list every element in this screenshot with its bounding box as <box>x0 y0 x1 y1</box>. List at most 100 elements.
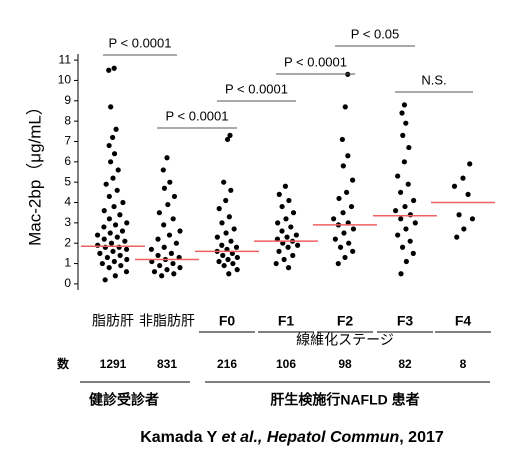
data-point <box>110 175 116 181</box>
data-point <box>111 203 117 210</box>
x-tick-label: F2 <box>337 313 354 329</box>
x-tick-label: F4 <box>455 313 472 329</box>
data-point <box>113 126 119 132</box>
data-point <box>340 163 346 169</box>
data-point <box>340 210 346 216</box>
data-point <box>114 234 120 240</box>
data-point <box>226 271 232 277</box>
data-point <box>214 234 220 240</box>
data-point <box>234 254 240 261</box>
data-point <box>335 260 341 267</box>
data-point <box>407 212 414 218</box>
data-point <box>410 197 417 204</box>
data-point <box>94 232 101 238</box>
data-point <box>397 189 404 195</box>
data-point <box>392 208 399 214</box>
data-point <box>118 262 124 269</box>
data-point <box>216 206 222 212</box>
citation-part: et al., <box>221 429 262 446</box>
data-point <box>279 203 285 210</box>
data-point <box>122 238 128 244</box>
data-point <box>283 216 289 222</box>
data-point <box>469 216 476 222</box>
data-point <box>173 240 179 246</box>
data-point <box>412 220 418 226</box>
y-tick-label: 7 <box>64 134 71 148</box>
group-label: 健診受診者 <box>89 392 159 408</box>
data-point <box>405 181 411 187</box>
data-point <box>228 187 234 193</box>
data-point <box>171 193 178 200</box>
data-point <box>281 256 287 263</box>
y-tick-label: 4 <box>64 195 71 209</box>
count: 1291 <box>100 357 127 371</box>
data-point <box>166 232 173 238</box>
data-point <box>402 203 408 210</box>
data-point <box>273 260 279 267</box>
y-tick-label: 10 <box>58 73 72 87</box>
data-point <box>230 260 236 267</box>
data-point <box>293 232 299 238</box>
data-point <box>226 214 232 220</box>
data-point <box>410 250 416 256</box>
x-axis-title: 線維化ステージ <box>296 332 394 348</box>
data-point <box>219 220 225 226</box>
data-point <box>295 242 301 248</box>
data-point <box>285 244 291 250</box>
data-point <box>161 185 168 191</box>
data-point <box>112 222 119 228</box>
data-point <box>111 258 117 265</box>
data-point <box>111 65 117 71</box>
data-point <box>344 189 350 195</box>
data-point <box>106 67 112 73</box>
data-point <box>167 179 173 185</box>
data-point <box>148 246 155 252</box>
data-point <box>101 236 107 242</box>
data-point <box>460 175 466 181</box>
data-point <box>108 159 114 165</box>
data-point <box>332 236 338 242</box>
data-point <box>279 228 285 234</box>
data-point <box>220 252 226 259</box>
data-point <box>331 216 337 222</box>
data-point <box>116 244 122 250</box>
data-point <box>95 242 101 248</box>
data-point <box>124 256 130 263</box>
data-point <box>403 226 409 232</box>
data-point <box>398 271 404 277</box>
count: 216 <box>217 357 237 371</box>
data-point <box>282 183 288 189</box>
count: 98 <box>338 357 352 371</box>
data-point <box>103 181 109 187</box>
count: 8 <box>460 357 467 371</box>
data-point <box>106 265 112 271</box>
significance-label: P < 0.0001 <box>165 108 228 123</box>
data-point <box>110 134 116 141</box>
y-tick-label: 11 <box>59 52 72 66</box>
data-point <box>400 132 406 138</box>
data-point <box>398 216 404 222</box>
y-tick-label: 6 <box>64 154 71 168</box>
data-point <box>171 271 177 277</box>
data-point <box>161 244 167 250</box>
data-point <box>151 269 158 275</box>
data-point <box>117 212 123 218</box>
data-point <box>160 167 166 173</box>
data-point <box>108 240 115 246</box>
data-point <box>164 155 170 161</box>
significance-label: P < 0.0001 <box>225 81 288 96</box>
data-point <box>165 201 171 208</box>
data-point <box>104 254 110 261</box>
y-axis-title: Mac-2bp（μg/mL） <box>25 98 44 246</box>
data-point <box>124 220 130 226</box>
data-point <box>123 269 130 275</box>
data-point <box>99 260 105 267</box>
data-point <box>106 216 113 222</box>
data-point <box>339 136 345 143</box>
data-point <box>231 226 237 232</box>
data-point <box>342 104 348 110</box>
data-point <box>170 260 176 267</box>
data-point <box>101 208 107 214</box>
data-point <box>234 267 240 273</box>
